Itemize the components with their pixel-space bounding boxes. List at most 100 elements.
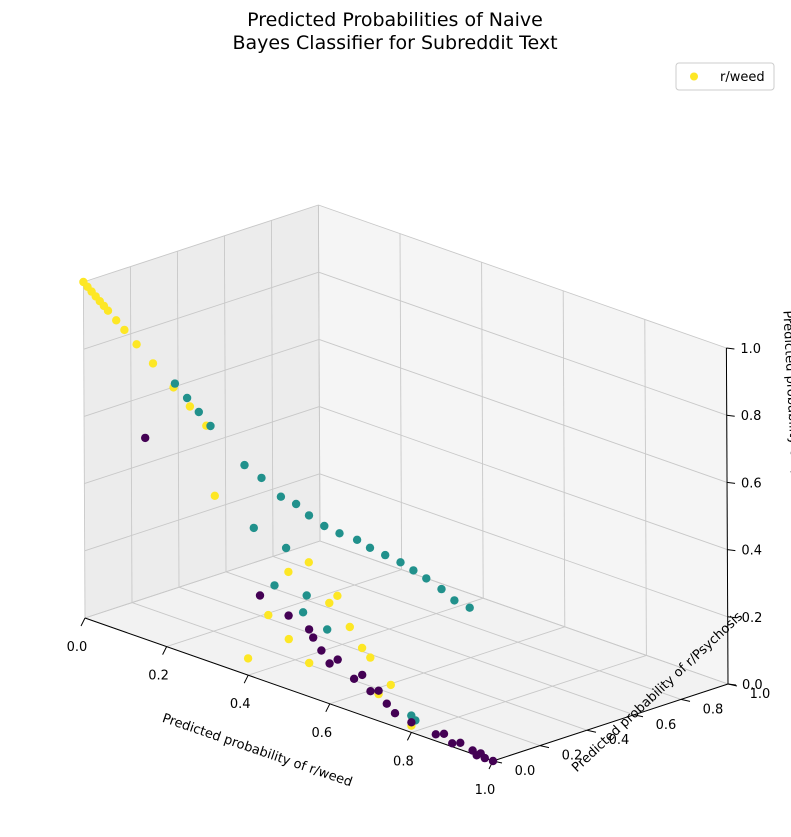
x-tick-label-3: 0.6 <box>311 726 332 741</box>
grid-left-y-3 <box>223 235 227 572</box>
point-weed-12 <box>185 402 195 411</box>
point-schizophrenia-3 <box>304 625 314 634</box>
point-schizophrenia-4 <box>309 633 318 642</box>
y-tick-mark-2 <box>586 729 597 733</box>
grid-floor-y-4 <box>272 555 682 700</box>
point-weed-22 <box>386 680 395 690</box>
point-weed-7 <box>112 316 121 325</box>
x-tick-label-0: 0.0 <box>67 640 88 655</box>
grid-left-y-2 <box>176 251 180 588</box>
z-tick-label-4: 0.8 <box>741 409 762 424</box>
point-weed-15 <box>284 567 293 577</box>
x-tick-label-4: 0.8 <box>393 754 414 769</box>
z-tick-mark-4 <box>726 414 735 417</box>
z-tick-label-1: 0.2 <box>742 611 763 626</box>
point-psychosis-18 <box>450 596 459 605</box>
point-psychosis-15 <box>409 566 418 575</box>
point-weed-23 <box>284 634 293 644</box>
grid-floor-y-5 <box>319 540 729 685</box>
legend-marker-weed <box>690 72 698 81</box>
point-psychosis-22 <box>270 581 279 590</box>
point-schizophrenia-2 <box>284 611 293 620</box>
axis-lines <box>80 347 738 770</box>
x-tick-mark-0 <box>80 617 86 627</box>
point-psychosis-23 <box>302 591 311 600</box>
z-tick-label-5: 1.0 <box>740 342 761 357</box>
legend-frame <box>675 62 775 91</box>
grid-left-y-0 <box>82 281 86 619</box>
point-psychosis-16 <box>422 574 431 583</box>
chart-title-line-1: Predicted Probabilities of Naive <box>247 9 543 31</box>
z-tick-mark-1 <box>727 616 736 619</box>
point-schizophrenia-6 <box>325 659 334 668</box>
grid-left-y-1 <box>129 266 133 603</box>
point-psychosis-3 <box>206 421 215 431</box>
point-psychosis-13 <box>381 550 390 560</box>
point-weed-27 <box>264 610 273 620</box>
grid-back-z-1 <box>319 473 728 618</box>
point-psychosis-24 <box>298 608 308 617</box>
y-tick-label-0: 0.0 <box>515 764 536 779</box>
point-schizophrenia-9 <box>358 670 367 680</box>
x-axis-label: Predicted probability of r/weed <box>160 711 354 790</box>
point-psychosis-21 <box>281 543 291 553</box>
point-psychosis-8 <box>304 511 314 520</box>
grid-back-z-3 <box>318 338 728 483</box>
point-psychosis-10 <box>335 529 344 538</box>
grid-floor-y-1 <box>131 602 541 747</box>
point-weed-8 <box>120 325 129 335</box>
z-tick-label-2: 0.4 <box>741 544 762 559</box>
grid-back-x-2 <box>481 262 484 599</box>
point-schizophrenia-11 <box>374 686 383 695</box>
point-psychosis-17 <box>437 584 446 594</box>
point-schizophrenia-15 <box>431 730 440 739</box>
grid-back-x-3 <box>562 290 566 627</box>
point-schizophrenia-8 <box>349 674 359 683</box>
point-weed-24 <box>305 658 314 668</box>
z-axis-label: Predicted probability of r/schizophrenia <box>779 310 791 565</box>
x-tick-label-1: 0.2 <box>148 669 169 684</box>
y-tick-label-4: 0.8 <box>703 702 724 717</box>
point-psychosis-25 <box>323 625 332 634</box>
point-schizophrenia-1 <box>255 591 265 600</box>
point-schizophrenia-0 <box>141 433 150 443</box>
point-psychosis-0 <box>170 379 180 388</box>
grid-left-z-5 <box>83 204 319 283</box>
point-schizophrenia-16 <box>439 729 449 738</box>
y-tick-mark-1 <box>539 745 550 749</box>
point-psychosis-11 <box>352 535 362 544</box>
z-tick-label-3: 0.6 <box>741 476 762 491</box>
point-weed-10 <box>148 359 158 368</box>
point-weed-16 <box>304 558 313 567</box>
point-psychosis-19 <box>465 603 474 612</box>
grid-floor-x-1 <box>166 569 402 648</box>
grid-left-y-4 <box>270 220 274 557</box>
legend-label-weed: r/weed <box>720 70 765 85</box>
grid-back-z-5 <box>318 204 727 349</box>
point-schizophrenia-23 <box>488 756 498 766</box>
point-schizophrenia-5 <box>317 646 326 655</box>
point-weed-19 <box>345 622 354 632</box>
z-axis-line <box>725 347 729 685</box>
point-psychosis-1 <box>182 393 192 403</box>
point-schizophrenia-7 <box>333 655 342 664</box>
x-tick-mark-2 <box>243 674 249 684</box>
axis-panes <box>83 205 728 761</box>
point-schizophrenia-13 <box>390 709 400 718</box>
y-tick-label-1: 0.2 <box>562 749 583 764</box>
grid-left-z-3 <box>83 338 320 417</box>
grid-left-z-2 <box>84 406 320 485</box>
grid-back-x-4 <box>644 319 647 656</box>
point-psychosis-5 <box>257 473 266 483</box>
point-weed-17 <box>325 598 334 608</box>
point-weed-28 <box>243 654 253 663</box>
z-tick-mark-3 <box>726 481 736 484</box>
grid-left-z-0 <box>84 540 321 619</box>
x-axis-line <box>84 617 494 762</box>
grid-back-z-4 <box>318 271 727 416</box>
chart-title-line-2: Bayes Classifier for Subreddit Text <box>232 32 557 54</box>
point-psychosis-20 <box>249 523 258 533</box>
grid-floor-x-4 <box>411 654 647 733</box>
